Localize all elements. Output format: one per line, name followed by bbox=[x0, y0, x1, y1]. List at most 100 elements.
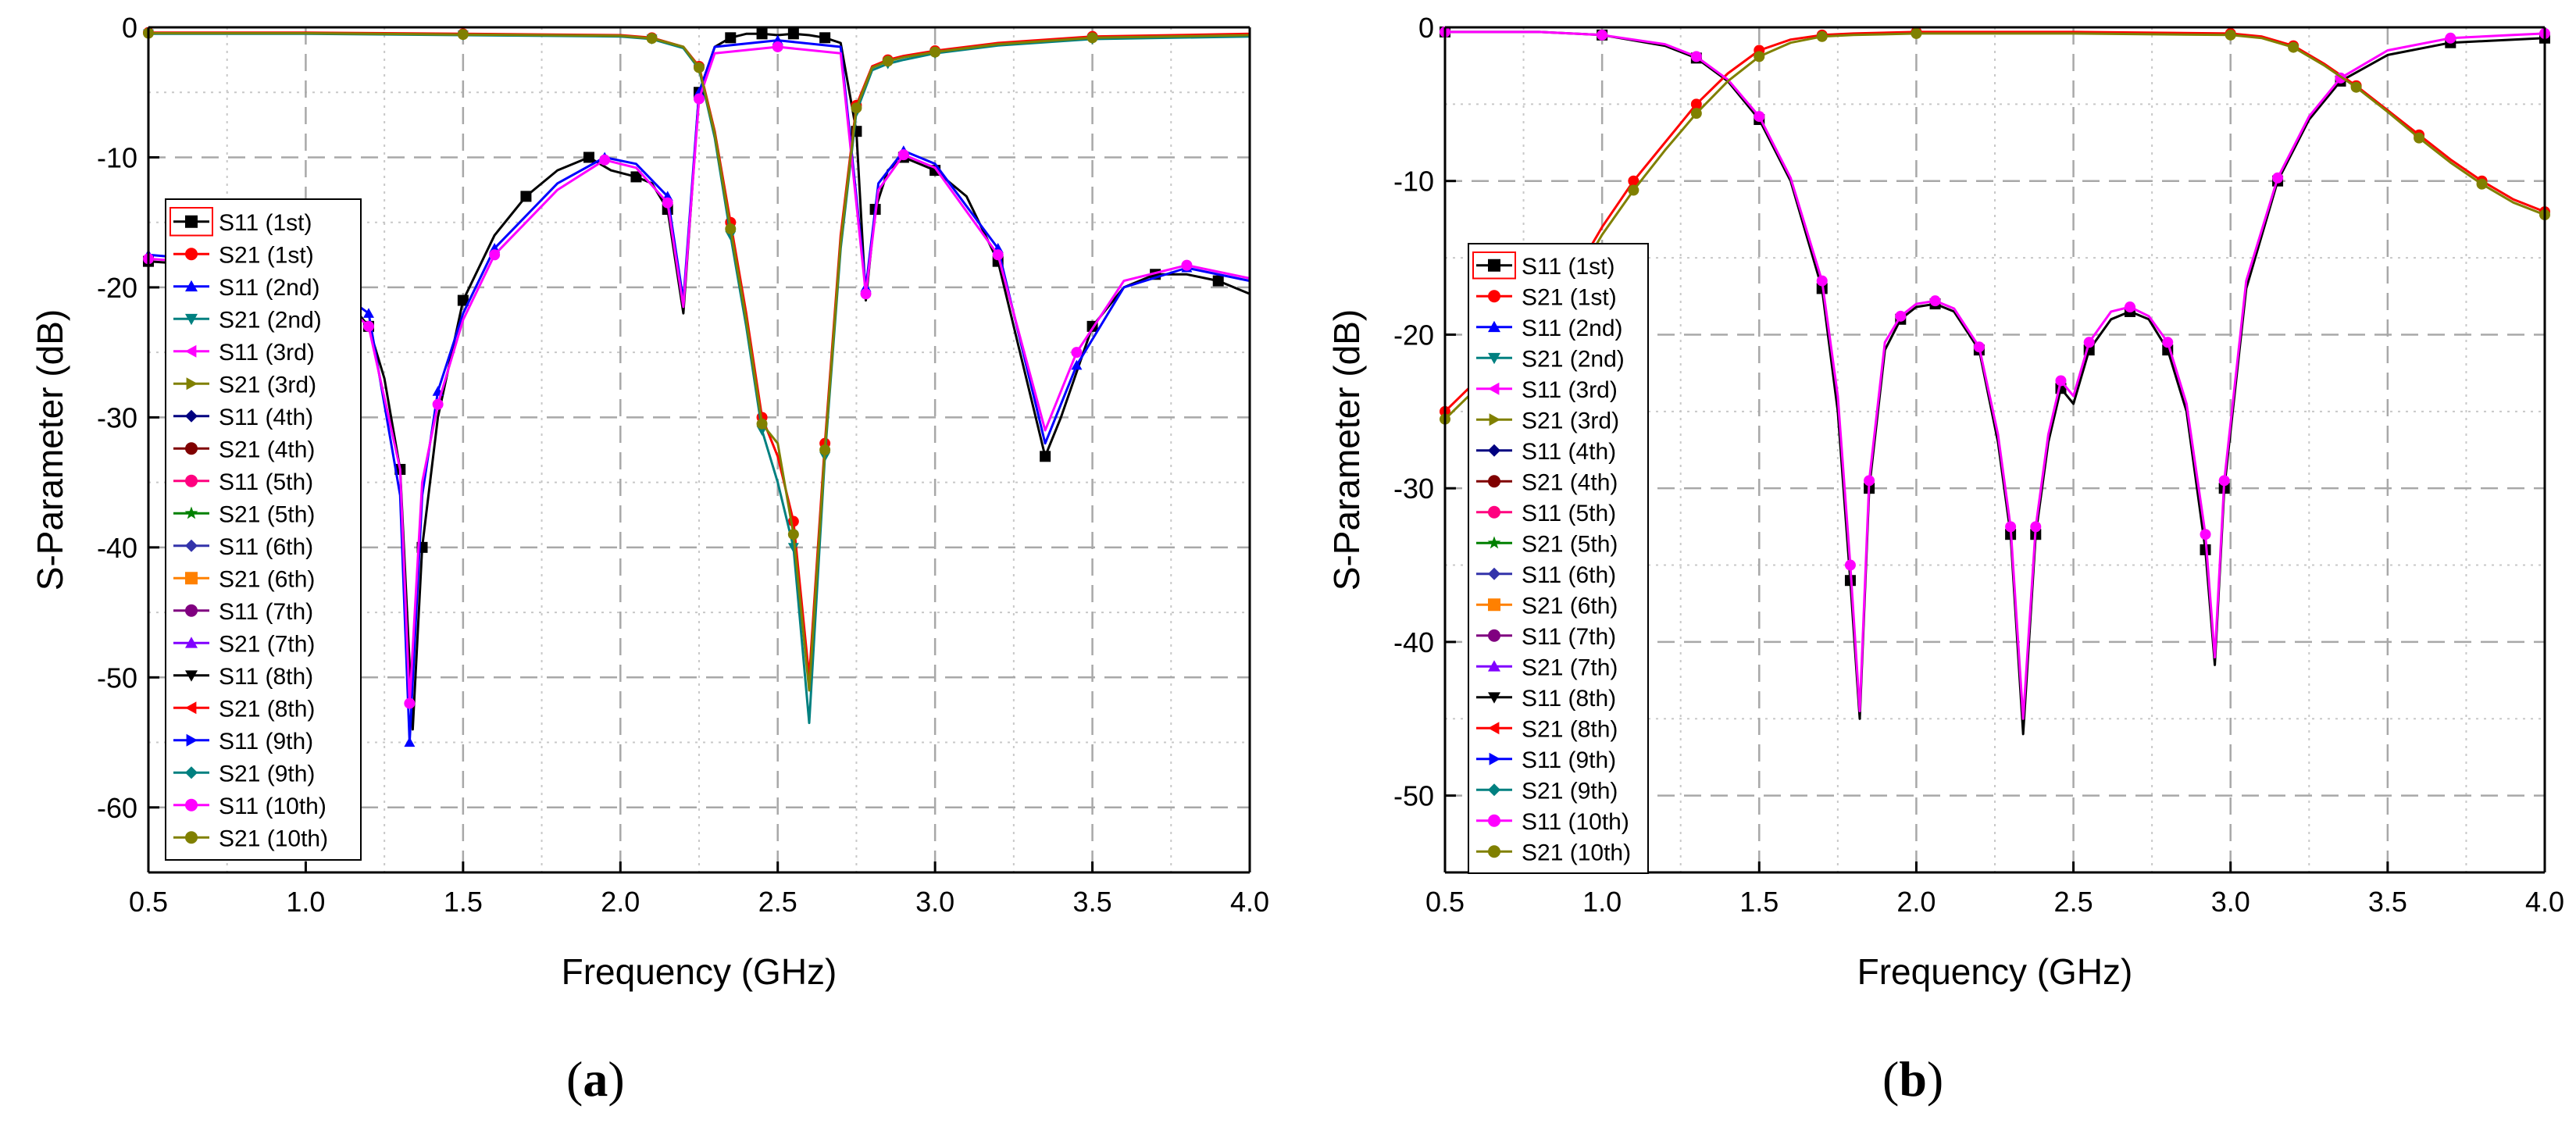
legend-label: S21 (1st) bbox=[1522, 284, 1617, 310]
panel-label-b-open: ( bbox=[1882, 1051, 1900, 1107]
x-axis-title: Frequency (GHz) bbox=[562, 951, 837, 992]
legend-marker bbox=[185, 280, 198, 292]
x-tick-label: 0.5 bbox=[1425, 886, 1465, 918]
x-tick-label: 3.0 bbox=[2211, 886, 2250, 918]
legend-label: S21 (2nd) bbox=[219, 307, 322, 333]
x-tick-label: 2.0 bbox=[1896, 886, 1936, 918]
legend-marker bbox=[1489, 752, 1500, 765]
legend-marker bbox=[186, 733, 198, 747]
series-line bbox=[148, 32, 1251, 731]
legend-marker bbox=[1488, 259, 1500, 272]
legend-label: S11 (6th) bbox=[1522, 562, 1616, 588]
y-tick-label: -30 bbox=[97, 401, 137, 433]
legend-label: S11 (5th) bbox=[219, 469, 313, 495]
legend-label: S11 (7th) bbox=[1522, 624, 1616, 650]
data-point bbox=[860, 288, 872, 300]
data-point bbox=[646, 33, 658, 45]
legend-label: S21 (2nd) bbox=[1522, 346, 1625, 372]
y-axis-title: S-Parameter (dB) bbox=[1326, 309, 1367, 590]
y-tick-label: -40 bbox=[97, 532, 137, 564]
legend-marker bbox=[1488, 722, 1500, 735]
data-point bbox=[1086, 32, 1098, 44]
legend-marker bbox=[1488, 629, 1500, 642]
data-point bbox=[2083, 337, 2095, 348]
legend-label: S21 (6th) bbox=[219, 566, 315, 592]
legend-label: S11 (4th) bbox=[1522, 439, 1616, 465]
legend-marker bbox=[1489, 413, 1500, 426]
data-point bbox=[1911, 27, 1922, 39]
x-tick-label: 4.0 bbox=[1230, 886, 1269, 918]
legend-marker bbox=[185, 248, 198, 261]
panel-label-b-letter: b bbox=[1899, 1051, 1927, 1107]
data-point bbox=[1212, 275, 1224, 287]
legend-marker bbox=[185, 701, 197, 715]
legend-label: S11 (5th) bbox=[1522, 501, 1616, 526]
data-point bbox=[882, 55, 894, 67]
legend-label: S21 (3rd) bbox=[219, 372, 316, 398]
data-point bbox=[1071, 359, 1083, 370]
legend-label: S11 (2nd) bbox=[219, 275, 320, 301]
x-tick-label: 1.0 bbox=[1582, 886, 1622, 918]
legend-label: S11 (9th) bbox=[1522, 747, 1616, 773]
legend-label: S21 (10th) bbox=[219, 826, 328, 851]
y-tick-label: -10 bbox=[1393, 166, 1434, 198]
data-point bbox=[404, 697, 416, 709]
legend-label: S11 (7th) bbox=[219, 599, 313, 625]
data-point bbox=[1844, 559, 1856, 571]
panel-label-a-open: ( bbox=[566, 1051, 583, 1107]
legend-label: S11 (4th) bbox=[219, 405, 313, 430]
legend-marker bbox=[185, 766, 198, 779]
x-tick-label: 1.0 bbox=[286, 886, 325, 918]
legend-label: S21 (5th) bbox=[1522, 531, 1618, 557]
legend-label: S11 (10th) bbox=[1522, 809, 1629, 835]
legend-label: S21 (7th) bbox=[219, 631, 315, 657]
legend-label: S11 (10th) bbox=[219, 794, 326, 819]
panel-label-b: (b) bbox=[1882, 1050, 1943, 1108]
x-tick-label: 1.5 bbox=[444, 886, 483, 918]
legend-label: S11 (3rd) bbox=[1522, 377, 1618, 403]
data-point bbox=[1597, 29, 1608, 41]
legend-label: S21 (5th) bbox=[219, 501, 315, 527]
legend-marker bbox=[185, 670, 198, 682]
legend-marker bbox=[1488, 814, 1500, 827]
data-point bbox=[1181, 259, 1193, 271]
data-point bbox=[851, 102, 862, 114]
legend-marker bbox=[1488, 352, 1500, 365]
data-point bbox=[897, 149, 909, 161]
data-point bbox=[457, 294, 469, 306]
legend-label: S11 (6th) bbox=[219, 534, 313, 560]
legend-marker bbox=[1488, 692, 1500, 704]
data-point bbox=[457, 29, 469, 41]
x-tick-label: 1.5 bbox=[1739, 886, 1779, 918]
legend-label: S21 (9th) bbox=[219, 761, 315, 787]
legend-marker bbox=[185, 539, 198, 552]
data-point bbox=[2272, 172, 2284, 184]
legend-marker bbox=[185, 831, 198, 844]
legend-box bbox=[165, 198, 362, 861]
legend-marker bbox=[1488, 783, 1500, 797]
data-point bbox=[725, 223, 737, 235]
legend-marker bbox=[1488, 598, 1500, 612]
legend-marker bbox=[1488, 660, 1500, 672]
panel-label-b-close: ) bbox=[1926, 1051, 1944, 1107]
legend-label: S21 (8th) bbox=[1522, 716, 1618, 742]
data-point bbox=[725, 32, 737, 44]
data-point bbox=[2030, 521, 2042, 533]
y-tick-label: 0 bbox=[122, 12, 137, 44]
legend-label: S21 (8th) bbox=[219, 696, 315, 722]
panel-label-a-close: ) bbox=[608, 1051, 625, 1107]
x-axis-title: Frequency (GHz) bbox=[1857, 951, 2133, 992]
y-tick-label: -30 bbox=[1393, 473, 1434, 505]
x-tick-label: 3.5 bbox=[2368, 886, 2407, 918]
legend-label: S21 (6th) bbox=[1522, 593, 1618, 619]
data-point bbox=[1690, 51, 1702, 62]
legend-marker bbox=[1488, 320, 1500, 333]
legend-label: S11 (8th) bbox=[1522, 686, 1616, 712]
legend-marker bbox=[185, 442, 198, 455]
data-point bbox=[489, 249, 501, 261]
legend-label: S21 (9th) bbox=[1522, 778, 1618, 804]
data-point bbox=[1690, 108, 1702, 119]
data-point bbox=[1628, 175, 1639, 187]
legend-marker bbox=[185, 572, 198, 585]
